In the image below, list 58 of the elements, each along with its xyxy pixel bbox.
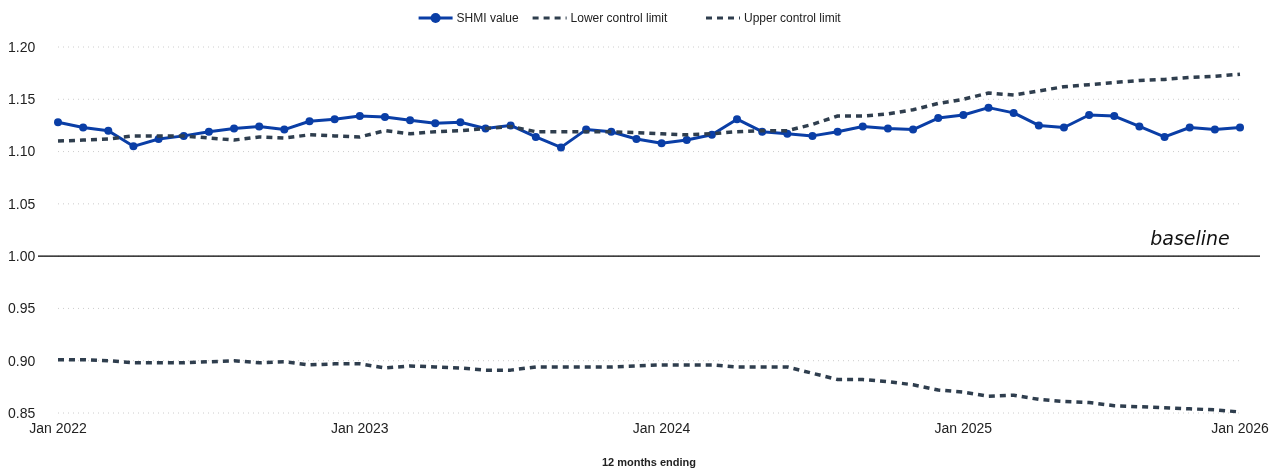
x-tick-label: Jan 2025 bbox=[934, 420, 993, 436]
point bbox=[204, 127, 213, 136]
point bbox=[556, 143, 565, 152]
legend-label: SHMI value bbox=[456, 11, 519, 26]
point bbox=[1034, 121, 1043, 130]
point bbox=[1110, 112, 1119, 121]
line-series bbox=[56, 72, 1242, 143]
point bbox=[1160, 132, 1169, 141]
x-tick-label: Jan 2023 bbox=[330, 420, 389, 436]
point bbox=[431, 119, 440, 128]
point bbox=[54, 118, 62, 127]
y-tick-label: 1.05 bbox=[8, 195, 36, 212]
point bbox=[1085, 110, 1094, 119]
x-tick-label: Jan 2022 bbox=[29, 420, 88, 436]
point bbox=[1135, 122, 1144, 131]
point bbox=[959, 110, 968, 119]
point bbox=[1009, 108, 1018, 117]
point bbox=[934, 114, 943, 123]
x-axis-title: 12 months ending bbox=[601, 456, 697, 468]
point bbox=[682, 136, 691, 145]
legend-label: Upper control limit bbox=[744, 11, 842, 26]
x-tick-label: Jan 2026 bbox=[1211, 420, 1270, 436]
x-tick-label: Jan 2024 bbox=[632, 420, 691, 436]
point bbox=[280, 125, 289, 134]
point bbox=[657, 139, 666, 148]
point bbox=[255, 122, 264, 131]
point bbox=[1185, 123, 1194, 132]
legend-label: Lower control limit bbox=[570, 11, 668, 26]
point bbox=[1236, 123, 1244, 132]
point bbox=[129, 142, 138, 151]
point bbox=[808, 131, 817, 140]
point bbox=[104, 126, 113, 135]
point bbox=[380, 113, 389, 122]
y-tick-label: 0.85 bbox=[8, 404, 36, 421]
y-tick-label: 0.95 bbox=[8, 300, 36, 317]
point bbox=[909, 125, 918, 134]
point bbox=[883, 124, 892, 133]
point bbox=[330, 115, 339, 124]
point bbox=[531, 132, 540, 141]
y-tick-label: 1.15 bbox=[8, 91, 36, 108]
point bbox=[833, 127, 842, 136]
y-tick-label: 1.20 bbox=[8, 38, 36, 55]
point bbox=[1059, 123, 1068, 132]
point bbox=[632, 135, 641, 144]
ref-line-label: baseline bbox=[1150, 227, 1230, 250]
point bbox=[733, 115, 742, 124]
y-tick-label: 1.10 bbox=[8, 143, 36, 160]
point bbox=[1210, 125, 1219, 134]
point bbox=[305, 117, 314, 126]
point bbox=[456, 118, 465, 127]
y-tick-label: 1.00 bbox=[8, 248, 36, 265]
point bbox=[858, 122, 867, 131]
point bbox=[984, 103, 993, 112]
point bbox=[406, 116, 415, 125]
point bbox=[79, 123, 88, 132]
point bbox=[230, 124, 239, 133]
point bbox=[355, 112, 364, 121]
y-tick-label: 0.90 bbox=[8, 352, 36, 369]
